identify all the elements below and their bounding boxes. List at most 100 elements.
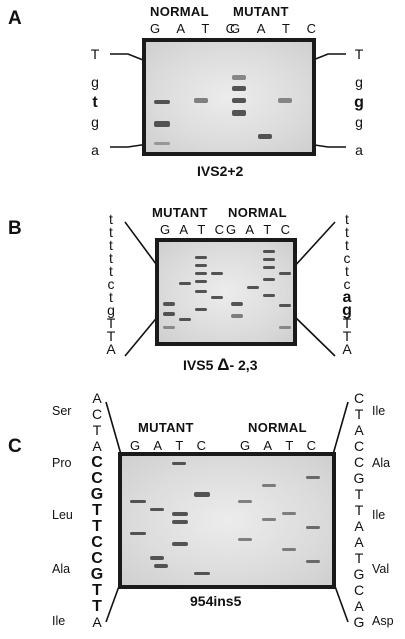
base: G [353, 614, 365, 630]
caption-tail: - 2,3 [229, 357, 258, 373]
panel-b-lanes-right: G A T C [226, 222, 290, 237]
base: C [91, 406, 103, 422]
base: T [106, 328, 116, 344]
panel-b-right-sequence: t t t c t c a g T T A [340, 211, 356, 357]
lane-label: A [179, 222, 189, 237]
panel-a-gel [142, 38, 316, 156]
lane-label: A [245, 222, 255, 237]
panel-c-gel [118, 452, 336, 589]
base: T [354, 406, 364, 422]
panel-c-lanes-right: G A T C [240, 438, 316, 453]
base-inserted: T [92, 582, 102, 599]
base: A [92, 438, 102, 454]
base-inserted: T [92, 518, 102, 535]
base: g [107, 302, 115, 318]
amino-acid: Ala [52, 562, 71, 576]
base: g [91, 114, 99, 130]
lane-label: A [256, 21, 266, 36]
base: T [106, 315, 116, 331]
base-inserted: C [91, 534, 103, 551]
panel-c-lanes-left: G A T C [130, 438, 206, 453]
base-mutated: a [342, 289, 352, 306]
base-mutated: g [342, 302, 352, 319]
base: C [353, 582, 365, 598]
panel-b-mutant-label: MUTANT [152, 205, 208, 220]
amino-acid: Ile [372, 404, 386, 418]
base: t [345, 263, 349, 279]
panel-b-lanes-left: G A T C [160, 222, 224, 237]
base: G [353, 566, 365, 582]
base: c [107, 276, 115, 292]
amino-acid: Ile [52, 614, 66, 628]
base-inserted: G [90, 566, 104, 583]
lane-label: C [306, 21, 316, 36]
amino-acid: Pro [52, 456, 72, 470]
base: t [109, 289, 113, 305]
panel-b-left-sequence: t t t t t c t g T T A [104, 211, 120, 356]
base-mutated: g [354, 94, 364, 111]
lane-label: G [240, 438, 251, 453]
lane-label: G [150, 21, 161, 36]
panel-b-letter: B [8, 218, 22, 239]
base: t [345, 211, 349, 227]
panel-a-mutant-label: MUTANT [233, 4, 289, 19]
lane-label: T [263, 222, 272, 237]
base: g [355, 74, 363, 90]
amino-acid: Ser [52, 404, 72, 418]
base: t [345, 237, 349, 253]
lane-label: A [153, 438, 163, 453]
base: G [353, 470, 365, 486]
amino-acid: Ile [372, 508, 386, 522]
panel-b-gel [155, 238, 297, 346]
caption-main: IVS5 [183, 357, 214, 373]
lane-label: T [175, 438, 184, 453]
base: c [343, 250, 351, 266]
panel-a-lanes-right: G A T C [230, 21, 316, 36]
panel-c-right-sequence: C T A C C G T T A A T G C A G [352, 391, 368, 631]
base: t [109, 250, 113, 266]
base: a [91, 142, 99, 158]
base: T [342, 328, 352, 344]
base: A [342, 341, 352, 357]
base: a [355, 142, 363, 158]
panel-b-caption: IVS5 Δ- 2,3 [183, 355, 257, 375]
amino-acid: Leu [52, 508, 73, 522]
lane-label: T [197, 222, 206, 237]
base: t [109, 211, 113, 227]
panel-a-lanes-left: G A T C [150, 21, 235, 36]
lane-label: G [160, 222, 171, 237]
base: A [92, 390, 102, 406]
base-inserted: T [92, 598, 102, 615]
amino-acid: Asp [372, 614, 394, 628]
base: g [355, 114, 363, 130]
base-inserted: C [91, 454, 103, 471]
lane-label: C [214, 222, 224, 237]
base-inserted: G [90, 486, 104, 503]
panel-a-caption: IVS2+2 [197, 163, 244, 179]
base: C [353, 438, 365, 454]
lane-label: G [226, 222, 237, 237]
panel-c-letter: C [8, 436, 22, 457]
amino-acid: Val [372, 562, 390, 576]
panel-b-normal-label: NORMAL [228, 205, 287, 220]
base-inserted: T [92, 502, 102, 519]
base: t [109, 237, 113, 253]
lane-label: G [230, 21, 241, 36]
base-inserted: C [91, 470, 103, 487]
base-inserted: C [91, 550, 103, 567]
base: c [343, 276, 351, 292]
base: A [354, 598, 364, 614]
panel-a-right-sequence: T g g g a [352, 47, 368, 157]
base: A [354, 518, 364, 534]
base: C [353, 390, 365, 406]
base: t [109, 224, 113, 240]
base: T [354, 502, 364, 518]
base: A [92, 614, 102, 630]
base-mutated: t [92, 94, 98, 111]
base: t [345, 224, 349, 240]
lane-label: T [282, 21, 290, 36]
lane-label: A [263, 438, 273, 453]
base: g [91, 74, 99, 90]
panel-a-letter: A [8, 8, 22, 29]
base: T [354, 550, 364, 566]
